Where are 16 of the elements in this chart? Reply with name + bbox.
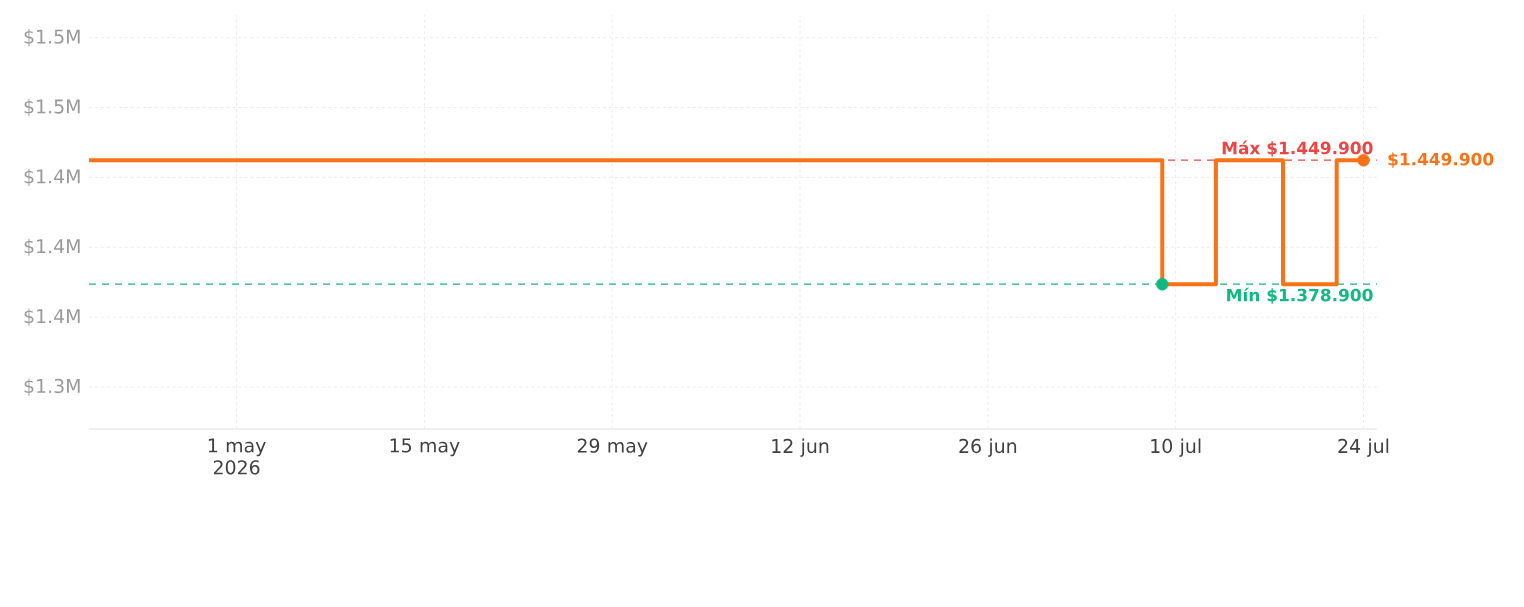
ref-line-label: Mín $1.378.900 <box>1227 287 1373 304</box>
y-tick-label: $1.4M <box>24 168 80 187</box>
data-label: $1.449.900 <box>1388 152 1494 168</box>
x-tick-label: 26 jun <box>959 438 1017 457</box>
x-tick-label: 24 jul <box>1338 438 1389 457</box>
x-tick-label: 1 may 2026 <box>208 438 266 475</box>
x-tick-label: 15 may <box>390 438 460 457</box>
ref-line-label: Máx $1.449.900 <box>1222 140 1373 157</box>
x-tick-label: 12 jun <box>772 438 829 457</box>
y-tick-label: $1.4M <box>24 238 80 256</box>
y-tick-label: $1.3M <box>24 378 80 396</box>
x-tick-label: 10 jul <box>1151 438 1201 457</box>
y-tick-label: $1.4M <box>24 308 80 326</box>
y-tick-label: $1.5M <box>24 98 80 117</box>
y-tick-label: $1.5M <box>24 29 80 47</box>
x-tick-label: 29 may <box>577 438 648 457</box>
